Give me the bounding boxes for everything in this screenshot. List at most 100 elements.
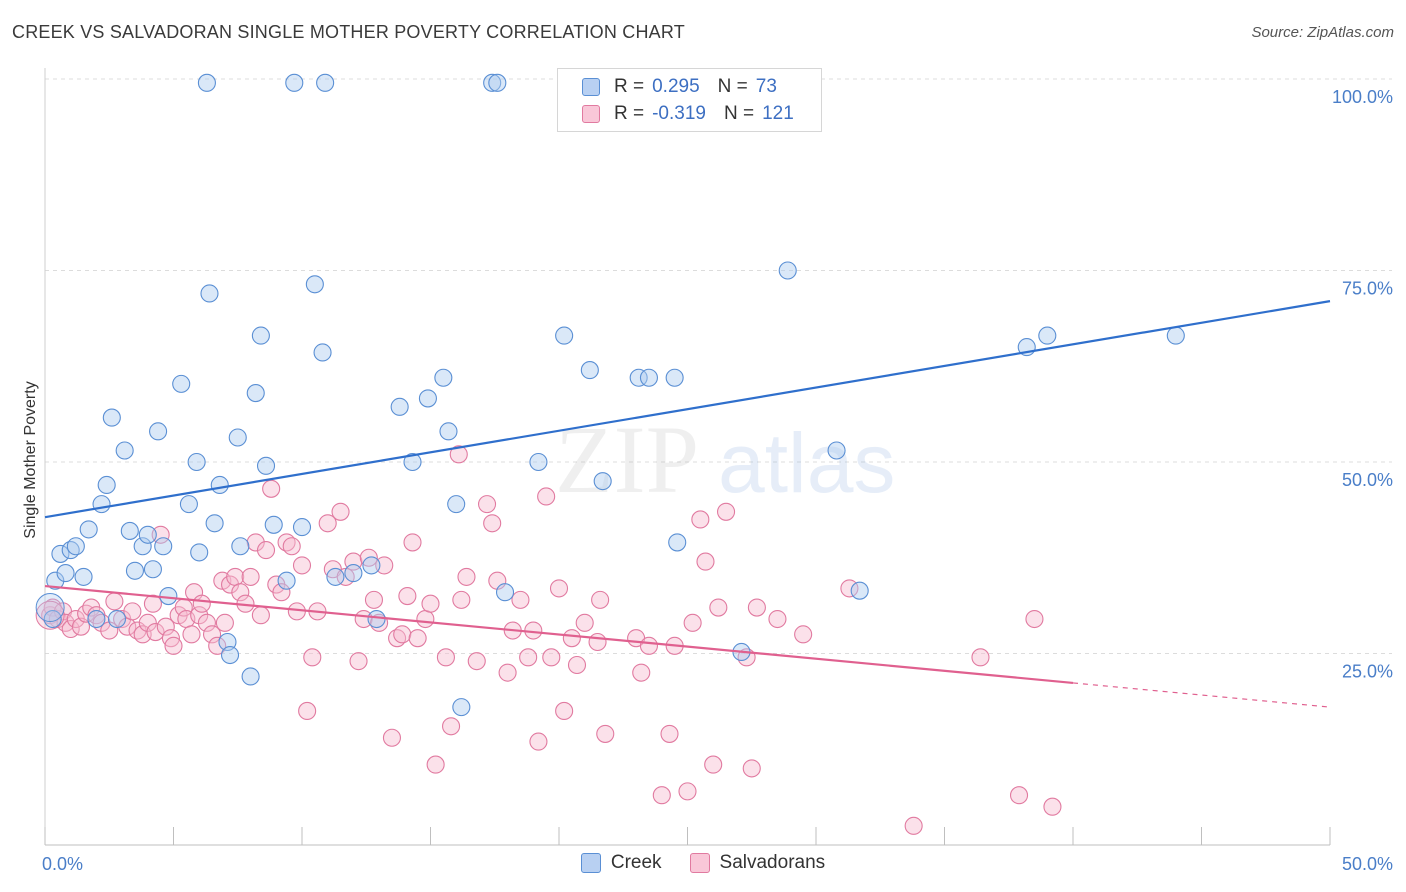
- salvadorans-point: [105, 592, 124, 611]
- creek-point: [313, 343, 332, 362]
- creek-point: [97, 475, 116, 495]
- creek-swatch: [582, 78, 600, 96]
- creek-point: [277, 571, 296, 590]
- legend-item-salvadorans[interactable]: Salvadorans: [689, 852, 826, 874]
- x-tick-label: 50.0%: [1342, 854, 1393, 874]
- salvadorans-point: [398, 586, 417, 606]
- creek-point: [367, 609, 386, 629]
- chart-title: CREEK VS SALVADORAN SINGLE MOTHER POVERT…: [12, 22, 685, 42]
- salvadorans-point: [256, 541, 276, 560]
- creek-point: [56, 564, 75, 583]
- legend-row-salvadorans: R = -0.319 N = 121: [582, 101, 794, 127]
- creek-point: [1038, 326, 1057, 345]
- salvadorans-point: [151, 525, 170, 544]
- salvadorans-point: [768, 609, 787, 629]
- salvadorans-point: [575, 613, 594, 632]
- creek-point: [447, 495, 466, 514]
- creek-point: [74, 567, 93, 586]
- salvadorans-point: [303, 648, 322, 667]
- creek-r-label: R =: [614, 76, 645, 97]
- salvadorans-r-value: -0.319: [652, 103, 706, 124]
- salvadorans-point: [1009, 786, 1029, 805]
- source-label: Source: ZipAtlas.com: [1251, 24, 1394, 41]
- salvadorans-point: [591, 590, 610, 609]
- salvadorans-point: [262, 479, 281, 498]
- creek-point: [35, 593, 65, 623]
- salvadorans-point: [542, 648, 561, 667]
- salvadorans-point: [272, 583, 291, 602]
- creek-point: [66, 537, 85, 556]
- creek-point: [251, 326, 270, 345]
- salvadorans-point: [436, 648, 455, 667]
- creek-point: [143, 560, 162, 579]
- correlation-legend: R = 0.295 N = 73 R = -0.319 N = 121: [557, 68, 822, 132]
- salvadorans-point: [537, 487, 556, 506]
- salvadorans-point: [511, 590, 530, 609]
- creek-point: [138, 525, 157, 544]
- salvadorans-point: [382, 728, 402, 747]
- creek-point: [210, 475, 229, 495]
- salvadorans-trend-line: [44, 584, 1074, 685]
- creek-point: [344, 564, 363, 583]
- salvadorans-point: [226, 567, 245, 586]
- salvadorans-point: [683, 613, 702, 632]
- salvadorans-point: [421, 594, 440, 613]
- legend-item-creek[interactable]: Creek: [580, 852, 662, 874]
- salvadorans-point: [742, 759, 761, 778]
- salvadorans-r-label: R =: [614, 103, 645, 124]
- salvadorans-point: [251, 606, 270, 625]
- salvadorans-point: [156, 617, 175, 636]
- creek-point: [580, 361, 599, 380]
- salvadorans-point: [709, 598, 728, 617]
- salvadorans-point: [794, 625, 813, 644]
- salvadorans-point: [241, 567, 260, 586]
- y-tick-label: 50.0%: [1342, 470, 1393, 490]
- creek-point: [133, 537, 152, 556]
- salvadorans-legend-label: Salvadorans: [719, 852, 826, 873]
- creek-n-label: N =: [717, 76, 748, 97]
- x-tick-labels: 0.0% 50.0%: [42, 854, 1393, 874]
- salvadorans-point: [393, 625, 412, 644]
- creek-point: [172, 374, 191, 393]
- salvadorans-point: [457, 567, 476, 586]
- salvadorans-n-value: 121: [762, 103, 794, 124]
- salvadorans-point: [416, 609, 435, 629]
- creek-r-value: 0.295: [652, 76, 700, 97]
- creek-point: [241, 667, 260, 686]
- salvadorans-point: [452, 590, 471, 609]
- salvadorans-point: [449, 445, 468, 464]
- salvadorans-point: [138, 613, 157, 632]
- salvadorans-point: [282, 537, 301, 556]
- creek-point: [778, 261, 797, 280]
- salvadorans-point: [678, 782, 697, 801]
- salvadorans-point: [318, 514, 337, 533]
- creek-point: [51, 544, 70, 563]
- creek-point: [305, 275, 324, 294]
- creek-point: [639, 368, 659, 387]
- salvadorans-swatch: [582, 105, 600, 123]
- salvadorans-point: [696, 552, 715, 571]
- creek-point: [1166, 326, 1185, 345]
- creek-point: [115, 441, 134, 460]
- creek-point: [434, 368, 453, 387]
- creek-point: [190, 543, 209, 562]
- creek-point: [390, 397, 409, 416]
- salvadorans-point: [292, 556, 312, 575]
- salvadorans-point: [639, 636, 659, 655]
- salvadorans-point: [426, 755, 445, 774]
- y-tick-label: 25.0%: [1342, 662, 1393, 682]
- creek-point: [483, 73, 502, 92]
- creek-point: [220, 645, 240, 665]
- creek-point: [555, 326, 574, 345]
- creek-point: [120, 521, 139, 540]
- creek-point: [92, 495, 111, 514]
- axes: [44, 68, 1331, 846]
- creek-point: [285, 73, 304, 92]
- creek-point: [403, 452, 422, 472]
- series-legend: Creek Salvadorans: [0, 852, 1406, 874]
- creek-point: [292, 518, 312, 537]
- salvadorans-point: [567, 655, 587, 675]
- grid-lines: [45, 78, 1392, 654]
- creek-point: [246, 384, 265, 403]
- salvadorans-point: [331, 502, 350, 521]
